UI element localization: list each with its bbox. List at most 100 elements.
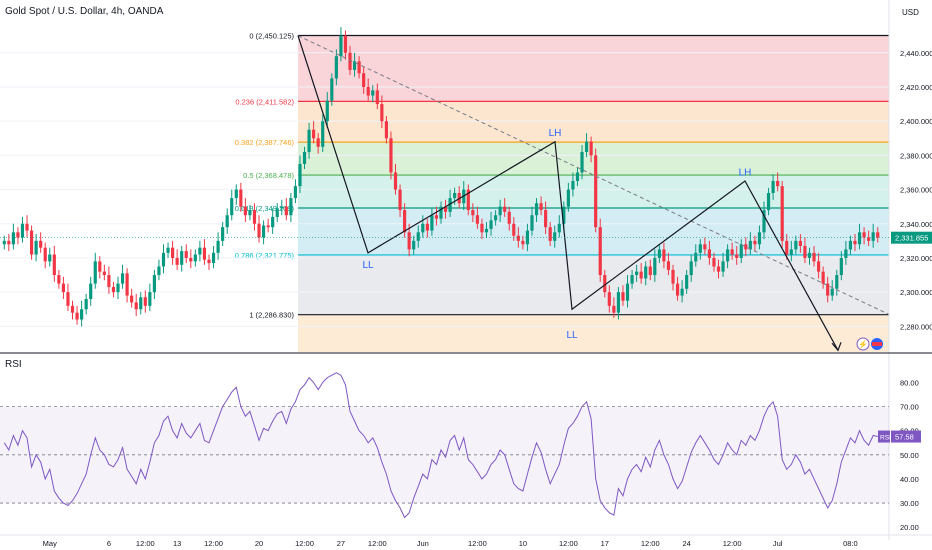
candle-body [598,227,602,276]
candle-body [93,261,97,284]
time-tick-label: 17 [601,539,609,548]
candle-body [61,283,66,293]
candle-body [175,257,179,265]
price-tick-label: 2,420.000 [900,83,932,92]
candle-body [853,240,857,245]
candle-body [202,247,207,260]
candle-body [712,257,716,267]
candle-body [726,249,730,262]
fib-label-0: 0 (2,450.125) [249,31,294,40]
candle-body [844,249,848,258]
candle-body [184,251,188,258]
candle-body [812,252,816,262]
candle-body [307,129,311,152]
candle-body [830,288,834,296]
candle-body [835,275,839,289]
candle-body [525,230,530,245]
candle-body [826,283,830,296]
candle-body [130,295,134,303]
price-tick-label: 2,280.000 [900,322,932,331]
candle-body [857,232,862,245]
price-tick-label: 2,400.000 [900,117,932,126]
candle-body [571,181,575,190]
candle-body [80,309,84,320]
time-tick-label: Jun [417,539,429,548]
candle-body [785,240,789,255]
candle-body [107,275,111,288]
candle-body [66,292,70,306]
candle-body [211,252,216,264]
candle-body [25,223,29,231]
candle-body [443,206,448,212]
candle-body [534,203,539,216]
candle-body [352,61,357,70]
time-tick-label: 12:00 [641,539,660,548]
candle-body [657,249,661,258]
currency-label[interactable]: USD [902,8,919,17]
candle-body [225,215,229,228]
time-axis[interactable]: May 6 12:00 13 12:00 20 12:00 27 12:00 Jun 12:00 10… [0,534,932,548]
candle-body [398,189,402,211]
candle-body [448,198,452,212]
price-grid [0,52,889,327]
trend-drawings[interactable]: LL LH LL LH ⚡ [297,35,890,352]
candle-body [16,232,20,238]
candle-body [484,228,489,233]
candle-body [343,35,348,53]
rsi-tag-left [878,430,890,443]
candle-body [57,275,61,284]
candlestick-series [2,27,880,327]
candle-body [689,261,693,276]
time-tick-label: Jul [773,539,783,548]
fibonacci-retracement[interactable]: 0 (2,450.125) 0.236 (2,411.582) 0.382 (2,3… [235,31,889,352]
candle-body [607,292,611,306]
fib-zone-0-5 [298,175,889,209]
candle-body [234,189,238,199]
candle-body [553,232,557,241]
rsi-tick-label: 40.00 [900,475,919,484]
candle-body [325,100,329,122]
candle-body [694,252,698,262]
candle-body [662,249,666,262]
rsi-tick-label: 70.00 [900,403,919,412]
fib-label-1: 1 (2,286.830) [249,311,294,320]
rsi-title: RSI [5,359,22,370]
candle-body [257,223,261,238]
rsi-panel[interactable]: 20.0030.0040.0050.0060.0070.0080.00RSI57… [0,372,921,532]
candle-body [680,288,684,296]
price-tick-label: 2,440.000 [900,49,932,58]
candle-body [776,181,780,187]
candle-body [594,155,598,228]
time-tick-label: 20 [255,539,263,548]
fib-zone-0-618 [298,208,889,255]
rsi-tick-label: 80.00 [900,378,919,387]
candle-body [120,273,125,284]
candle-body [330,78,334,101]
candle-body [575,172,580,182]
time-tick-label: 24 [682,539,690,548]
candle-body [280,206,284,209]
candle-body [157,266,161,276]
candle-body [252,210,257,224]
candle-body [789,249,793,255]
candle-body [730,249,734,255]
candle-body [111,287,116,293]
candle-body [416,232,420,241]
time-tick-label: 08:0 [843,539,858,548]
candle-body [794,240,798,250]
time-tick-label: 13 [173,539,181,548]
candle-body [75,312,79,320]
candle-body [503,206,507,212]
candle-body [261,225,266,238]
time-tick-label: 12:00 [295,539,314,548]
candle-body [339,35,343,57]
candle-body [216,240,220,253]
fib-label-0-382: 0.382 (2,387.746) [235,138,295,147]
candle-body [675,283,680,296]
candle-body [544,210,548,228]
candle-body [43,247,47,262]
candle-body [612,305,616,313]
candle-body [375,90,379,105]
